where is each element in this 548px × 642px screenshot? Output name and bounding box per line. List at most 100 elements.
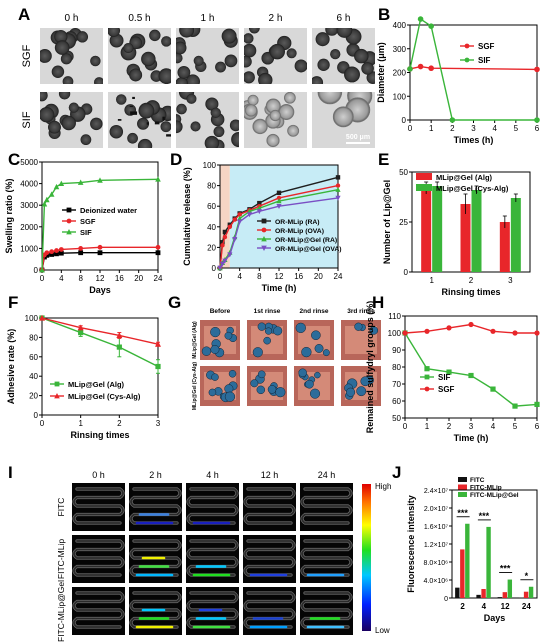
gel-bead [369, 326, 379, 335]
bead [90, 117, 103, 131]
data-point [53, 183, 60, 190]
bead-group [244, 28, 307, 84]
colorbar [362, 484, 371, 631]
legend-marker [66, 218, 72, 224]
x-axis-label: Rinsing times [441, 287, 500, 297]
data-point [257, 200, 262, 206]
bead [205, 97, 219, 111]
y-axis-label: Swelling ratio (%) [4, 178, 14, 253]
tissue-photo [200, 320, 240, 360]
bar [460, 549, 465, 598]
data-point [97, 250, 103, 256]
bar [497, 597, 503, 598]
chart-e-lip-gel-count: 0 25 50 1 2 3 Rinsing times Number of Lip@Gel ML… [382, 168, 531, 297]
micrograph [40, 92, 103, 148]
bead-group [40, 92, 103, 146]
tissue-photo [294, 366, 334, 406]
bead [149, 29, 161, 42]
intestine-lumen [73, 488, 124, 524]
y-tick-label: 5000 [20, 158, 38, 167]
data-point [424, 366, 430, 372]
data-point [424, 328, 430, 334]
bead [247, 94, 259, 106]
series-line [219, 184, 339, 269]
fluorescence-image [186, 587, 239, 635]
x-tick-label: 8 [78, 274, 83, 283]
data-point [58, 250, 64, 256]
bead [244, 71, 255, 84]
bead [231, 131, 239, 148]
bead [252, 118, 268, 135]
gel-bead [346, 387, 356, 397]
bead [244, 43, 257, 58]
data-point [534, 66, 540, 73]
data-point [237, 212, 242, 217]
debris [166, 134, 171, 137]
bar [507, 579, 513, 598]
data-point [116, 344, 122, 350]
bead [176, 120, 183, 134]
bead-group [176, 92, 239, 148]
panel-label-a: A [18, 5, 30, 24]
series-line [41, 317, 159, 345]
debris [146, 122, 149, 125]
bead [160, 121, 171, 133]
x-tick-label: 5 [513, 422, 518, 431]
intestine-lumen [130, 488, 181, 524]
x-tick-label: 1 [425, 422, 430, 431]
y-tick-label: 60 [207, 202, 216, 211]
scale-bar-label: 500 μm [346, 134, 370, 141]
data-point [417, 63, 424, 70]
data-point [468, 321, 474, 328]
column-label: 2nd rinse [300, 308, 329, 315]
micrograph [312, 92, 375, 148]
legend-swatch [458, 492, 467, 497]
y-tick-label: 80 [207, 182, 216, 191]
data-point [335, 183, 341, 188]
y-tick-label: 8.0×10⁶ [424, 560, 449, 567]
panel-label-f: F [8, 293, 18, 312]
x-tick-label: 0 [40, 274, 45, 283]
data-point [222, 234, 228, 240]
tissue-photo [247, 366, 287, 406]
legend-label: FITC [470, 477, 485, 484]
y-tick-label: 2.4×10⁷ [424, 488, 449, 495]
gel-bead [210, 345, 220, 354]
data-point [490, 386, 496, 392]
bead [186, 93, 197, 104]
legend-label: OR-MLip@Gel (OVA) [275, 246, 342, 253]
row-label: SIF [21, 111, 33, 128]
bead [177, 66, 191, 79]
fluorescence-image [243, 535, 296, 583]
panel-label-i: I [8, 463, 13, 482]
bead-group [108, 28, 171, 84]
x-tick-label: 3 [469, 422, 474, 431]
series-line [41, 317, 159, 368]
x-tick-label: 2 [469, 276, 474, 285]
legend-marker [66, 229, 72, 235]
bead [286, 48, 297, 59]
data-point [227, 252, 233, 258]
y-tick-label: 400 [393, 21, 407, 30]
x-tick-label: 2 [447, 422, 452, 431]
micrograph [244, 28, 307, 84]
timepoint-label: 24 h [318, 470, 336, 480]
x-tick-label: 4 [492, 124, 497, 133]
debris [117, 119, 122, 121]
x-tick-label: 16 [294, 272, 303, 281]
data-point [428, 23, 434, 29]
data-point [78, 329, 84, 336]
data-point [402, 330, 408, 336]
row-label: FITC-MLip [56, 539, 66, 579]
bead-group [109, 94, 171, 148]
panel-label-g: G [168, 293, 181, 312]
data-point [407, 66, 413, 72]
x-axis-label: Days [484, 613, 506, 623]
bead [123, 42, 134, 54]
gel-bead [311, 330, 321, 341]
gel-bead [224, 331, 233, 340]
bar [499, 222, 510, 272]
bead [158, 68, 171, 84]
y-tick-label: 1000 [20, 244, 38, 253]
timepoint-label: 2 h [149, 470, 162, 480]
